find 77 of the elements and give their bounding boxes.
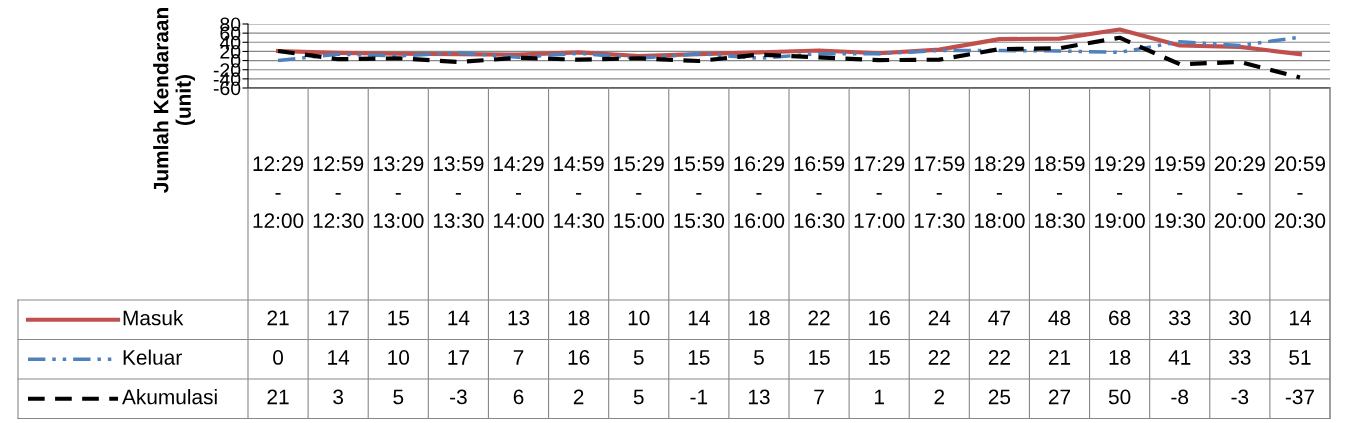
data-label: 0 xyxy=(273,350,284,365)
data-label: 6 xyxy=(513,389,524,405)
data-label: 10 xyxy=(628,310,650,326)
data-label: 47 xyxy=(988,310,1010,326)
data-label: 51 xyxy=(1289,350,1311,365)
data-label: 21 xyxy=(267,389,289,405)
data-label: 14 xyxy=(448,310,470,326)
data-label: 5 xyxy=(633,350,644,365)
data-label: 15 xyxy=(388,310,409,326)
data-label: 18 xyxy=(748,310,770,326)
data-label: 24 xyxy=(928,310,951,326)
data-label: 30 xyxy=(1229,310,1251,326)
x-tick-label: 15:59 - 15:30 xyxy=(674,156,725,229)
data-label: 17 xyxy=(448,350,469,365)
x-tick-label: 13:29 - 13:00 xyxy=(373,156,424,229)
data-label: 27 xyxy=(1048,389,1071,405)
x-tick-label: 17:29 - 17:00 xyxy=(854,156,905,229)
data-label: 18 xyxy=(1109,350,1131,365)
x-tick-label: 20:29 - 20:00 xyxy=(1214,156,1266,229)
legend-label: Keluar xyxy=(123,349,182,365)
data-label: 10 xyxy=(388,350,410,365)
data-label: 5 xyxy=(393,389,404,405)
legend-label: Masuk xyxy=(123,310,184,326)
data-label: 14 xyxy=(688,310,710,326)
data-label: 22 xyxy=(808,310,830,326)
data-label: 1 xyxy=(874,389,884,405)
data-label: 48 xyxy=(1048,310,1071,326)
x-tick-label: 12:59 - 12:30 xyxy=(313,156,364,229)
x-tick-label: 19:29 - 19:00 xyxy=(1095,156,1145,229)
data-label: 21 xyxy=(267,310,289,326)
data-label: 14 xyxy=(328,350,350,365)
data-label: 2 xyxy=(934,389,945,405)
data-label: -1 xyxy=(690,389,708,405)
x-tick-label: 16:29 - 16:00 xyxy=(734,156,785,229)
x-tick-label: 12:29 - 12:00 xyxy=(253,156,304,229)
data-label: 33 xyxy=(1168,310,1191,326)
data-label: -8 xyxy=(1171,389,1189,405)
data-label: 16 xyxy=(568,350,590,365)
data-label: 2 xyxy=(573,389,584,405)
data-label: 22 xyxy=(928,350,950,365)
x-tick-label: 20:59 - 20:30 xyxy=(1274,156,1326,229)
data-label: 16 xyxy=(869,310,890,326)
x-tick-label: 14:29 - 14:00 xyxy=(494,156,544,229)
data-label: 7 xyxy=(814,389,824,405)
x-tick-label: 18:29 - 18:00 xyxy=(974,156,1025,229)
data-label: 13 xyxy=(508,310,530,326)
data-label: 15 xyxy=(688,350,710,365)
data-label: 15 xyxy=(869,350,890,365)
x-tick-label: 13:59 - 13:30 xyxy=(433,156,484,229)
data-label: 13 xyxy=(748,389,770,405)
x-tick-label: 15:29 - 15:00 xyxy=(614,156,664,229)
x-tick-label: 19:59 - 19:30 xyxy=(1155,156,1205,229)
x-tick-label: 14:59 - 14:30 xyxy=(554,156,604,229)
data-label: 25 xyxy=(988,389,1011,405)
data-label: -37 xyxy=(1285,389,1314,405)
data-label: 17 xyxy=(328,310,349,326)
line-series xyxy=(275,35,1303,80)
data-label: -3 xyxy=(1231,389,1249,405)
data-label: 41 xyxy=(1168,350,1191,365)
data-label: 18 xyxy=(568,310,590,326)
data-label: 5 xyxy=(633,389,644,405)
x-tick-label: 17:59 - 17:30 xyxy=(914,156,965,229)
data-label: 5 xyxy=(753,350,764,365)
data-label: 50 xyxy=(1108,389,1131,405)
data-label: 33 xyxy=(1229,350,1251,365)
data-label: 14 xyxy=(1289,310,1311,326)
x-tick-label: 16:59 - 16:30 xyxy=(794,156,845,229)
legend-label: Akumulasi xyxy=(122,389,217,405)
data-label: 68 xyxy=(1109,310,1131,326)
data-label: 15 xyxy=(809,350,830,365)
y-axis-title: Jumlah Kendaraan (unit) xyxy=(153,8,195,193)
data-label: -3 xyxy=(450,389,467,405)
data-label: 21 xyxy=(1048,350,1071,365)
data-label: 3 xyxy=(333,389,344,405)
data-label: 22 xyxy=(988,350,1010,365)
x-tick-label: 18:59 - 18:30 xyxy=(1035,156,1085,229)
data-label: 7 xyxy=(513,350,524,365)
